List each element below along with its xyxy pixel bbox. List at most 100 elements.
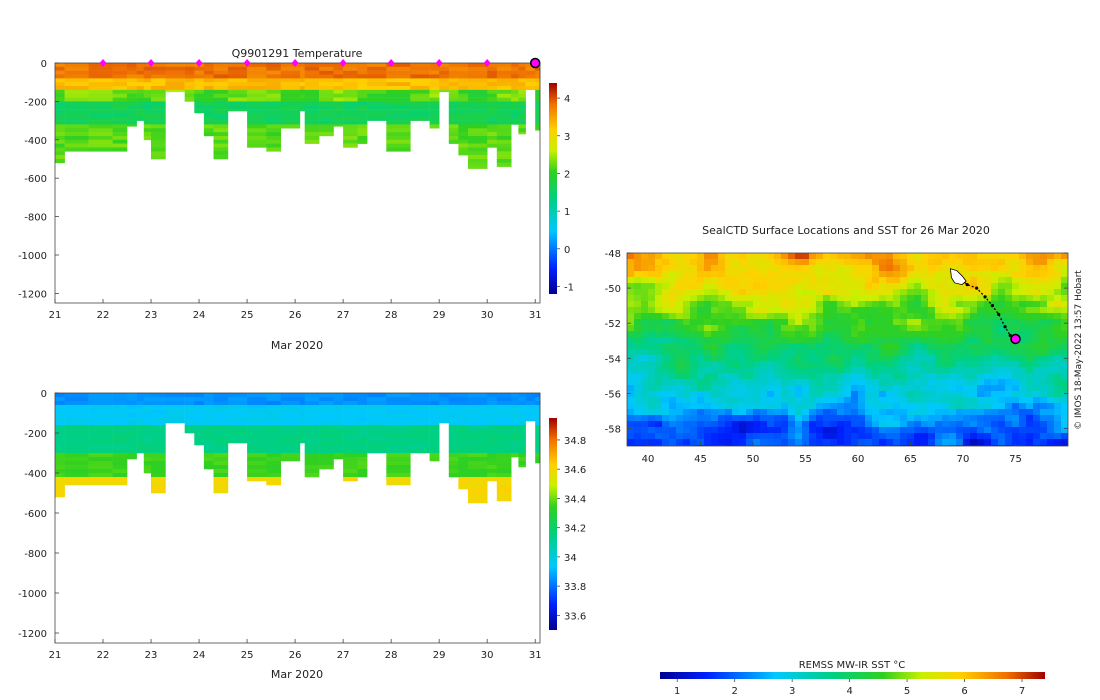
sst-cell xyxy=(865,409,873,416)
sst-cell xyxy=(739,355,747,362)
sst-cell xyxy=(963,301,971,308)
sst-cell xyxy=(928,295,936,302)
section-cell xyxy=(266,63,281,68)
section-cell xyxy=(319,74,334,79)
section-cell xyxy=(304,413,320,418)
sst-cell xyxy=(844,445,852,446)
section-cell xyxy=(333,393,344,398)
sst-cell xyxy=(886,433,894,440)
sst-cell xyxy=(816,265,824,272)
sst-cell xyxy=(704,397,712,404)
sst-cell xyxy=(1047,415,1055,422)
section-cell xyxy=(112,93,128,98)
sst-cell xyxy=(949,325,957,332)
sst-cell xyxy=(1005,379,1013,386)
section-cell xyxy=(143,128,152,133)
sst-cell xyxy=(956,313,964,320)
section-cell xyxy=(367,397,387,402)
section-cell xyxy=(319,82,334,87)
sst-cell xyxy=(914,421,922,428)
section-cell xyxy=(194,405,205,410)
sst-cell xyxy=(774,373,782,380)
current-position-marker xyxy=(1010,333,1021,345)
sst-cell xyxy=(795,373,803,380)
sst-cell xyxy=(711,265,719,272)
sst-cell xyxy=(928,325,936,332)
sst-cell xyxy=(907,361,915,368)
sst-cell xyxy=(739,409,747,416)
sst-cell xyxy=(641,355,649,362)
sst-cell xyxy=(718,319,726,326)
sst-cell xyxy=(795,403,803,410)
section-cell xyxy=(203,120,214,125)
sst-cell xyxy=(802,379,810,386)
section-cell xyxy=(247,132,267,137)
section-cell xyxy=(319,457,334,462)
sst-cell xyxy=(746,343,754,350)
sst-cell xyxy=(1033,283,1041,290)
section-cell xyxy=(429,429,440,434)
sst-cell xyxy=(732,307,740,314)
sst-cell xyxy=(858,361,866,368)
sst-cell xyxy=(991,259,999,266)
sst-cell xyxy=(1040,373,1048,380)
sst-cell xyxy=(1019,391,1027,398)
sst-cell xyxy=(753,373,761,380)
sst-cell xyxy=(697,397,705,404)
section-cell xyxy=(127,393,137,398)
sst-cell xyxy=(1047,373,1055,380)
section-cell xyxy=(112,63,128,68)
sst-cell xyxy=(725,409,733,416)
section-cell xyxy=(127,449,137,454)
sst-cell xyxy=(998,337,1006,344)
sst-cell xyxy=(844,379,852,386)
sst-cell xyxy=(837,439,845,446)
sst-cell xyxy=(1061,379,1068,386)
sst-cell xyxy=(984,421,992,428)
sst-cell xyxy=(991,361,999,368)
section-cell xyxy=(247,401,267,406)
map-y-tick-label: -54 xyxy=(605,354,621,365)
sst-cell xyxy=(1054,313,1062,320)
sst-cell xyxy=(977,361,985,368)
section-cell xyxy=(357,437,368,442)
sst-cell xyxy=(809,253,817,260)
sst-cell xyxy=(704,445,712,446)
sst-cell xyxy=(641,253,649,260)
sst-cell xyxy=(669,403,677,410)
section-cell xyxy=(468,89,488,94)
section-cell xyxy=(213,417,229,422)
section-cell xyxy=(203,457,214,462)
section-cell xyxy=(247,397,267,402)
sst-cell xyxy=(949,379,957,386)
sst-cell xyxy=(991,343,999,350)
sst-cell xyxy=(851,265,859,272)
sst-cell xyxy=(1040,355,1048,362)
sst-cell xyxy=(879,301,887,308)
sst-cell xyxy=(921,295,929,302)
sst-cell xyxy=(991,349,999,356)
sst-cell xyxy=(753,367,761,374)
section-cell xyxy=(518,429,526,434)
sst-cell xyxy=(1026,313,1034,320)
section-cell xyxy=(319,425,334,430)
section-cell xyxy=(203,86,214,91)
sst-cell xyxy=(991,427,999,434)
section-cell xyxy=(304,74,320,79)
sst-cell xyxy=(1012,427,1020,434)
section-cell xyxy=(468,63,488,68)
sst-cell xyxy=(634,289,642,296)
sst-cell xyxy=(676,259,684,266)
sst-cell xyxy=(900,301,908,308)
section-cell xyxy=(136,70,145,75)
sst-cell xyxy=(886,373,894,380)
x-tick-label: 25 xyxy=(241,310,254,321)
section-cell xyxy=(299,63,305,68)
sst-cell xyxy=(774,313,782,320)
section-cell xyxy=(518,74,526,79)
sst-cell xyxy=(837,325,845,332)
sst-cell xyxy=(837,385,845,392)
sst-cell xyxy=(935,427,943,434)
section-cell xyxy=(299,78,305,83)
section-cell xyxy=(127,124,137,127)
